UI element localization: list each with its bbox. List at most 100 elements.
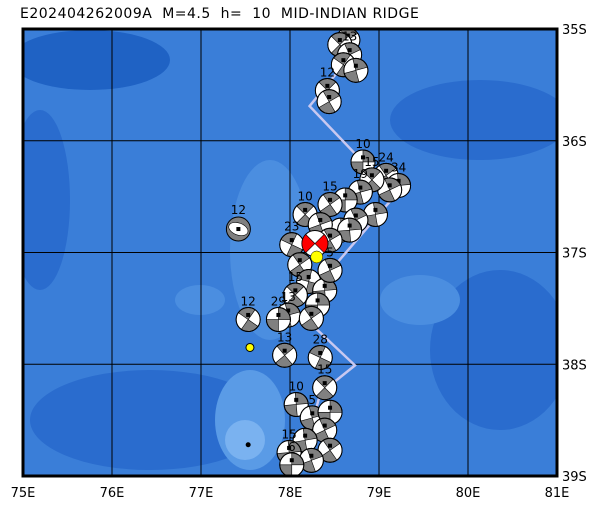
- depth-label: 5: [308, 393, 316, 407]
- t-axis-marker: [360, 155, 365, 160]
- depth-label: 29: [271, 295, 286, 309]
- mechanism-outline: [316, 89, 342, 115]
- depth-label: 15: [288, 270, 303, 284]
- focal-mechanism: [265, 307, 291, 333]
- depth-label: 15: [364, 155, 379, 169]
- focal-mechanism: [312, 417, 338, 443]
- t-axis-marker: [309, 453, 314, 458]
- t-axis-marker: [328, 197, 333, 202]
- t-axis-marker: [328, 263, 333, 268]
- t-axis-marker: [328, 233, 333, 238]
- t-axis-marker: [322, 381, 327, 386]
- lon-tick-label: 80E: [456, 486, 481, 501]
- depth-label: 28: [313, 333, 328, 347]
- depth-label: 13: [342, 30, 357, 44]
- focal-mechanism: [235, 307, 261, 333]
- focal-mechanism: [298, 305, 324, 331]
- mechanism-outline: [312, 375, 338, 401]
- t-axis-marker: [327, 95, 332, 100]
- depth-label: 15: [281, 428, 296, 442]
- depth-label: 14: [332, 20, 347, 34]
- lat-tick-label: 35S: [562, 23, 587, 38]
- depth-label: 13: [281, 290, 296, 304]
- t-axis-marker: [328, 443, 333, 448]
- focal-mechanism: [316, 89, 342, 115]
- map-title: E202404262009A M=4.5 h= 10 MID-INDIAN RI…: [20, 6, 420, 22]
- t-axis-marker: [289, 458, 294, 463]
- depth-label: 24: [378, 150, 393, 164]
- axis-labels: 75E 76E 77E 78E 79E 80E 81E 35S 36S 37S 38S 39S: [11, 23, 587, 501]
- t-axis-marker: [303, 207, 308, 212]
- t-axis-marker: [306, 274, 311, 279]
- mechanism-outline: [298, 305, 324, 331]
- t-axis-marker: [369, 173, 374, 178]
- focal-mechanism: [283, 391, 309, 417]
- t-axis-marker: [309, 311, 314, 316]
- depth-label: 12: [320, 65, 335, 79]
- t-axis-marker: [318, 217, 323, 222]
- focal-mechanism: [337, 217, 363, 243]
- mechanism-outline: [283, 391, 309, 417]
- t-axis-marker: [294, 397, 299, 402]
- t-axis-marker: [347, 223, 352, 228]
- focal-mechanism: [312, 375, 338, 401]
- lat-tick-label: 38S: [562, 358, 587, 373]
- focal-mechanism: [317, 191, 343, 217]
- depth-label: 15: [322, 179, 337, 193]
- mechanism-outline: [307, 345, 333, 371]
- t-axis-marker: [289, 238, 294, 243]
- t-axis-marker: [353, 63, 358, 68]
- t-axis-marker: [358, 185, 363, 190]
- t-axis-marker: [337, 38, 342, 43]
- depth-label: 34: [391, 160, 406, 174]
- focal-mechanism: [362, 202, 388, 228]
- t-axis-marker: [303, 433, 308, 438]
- t-axis-marker: [325, 83, 330, 88]
- depth-label: 10: [355, 137, 370, 151]
- depth-label: 6: [288, 440, 296, 454]
- t-axis-marker: [315, 298, 320, 303]
- focal-mechanism: [272, 342, 298, 368]
- t-axis-marker: [322, 423, 327, 428]
- t-axis-marker: [276, 312, 281, 317]
- t-axis-marker: [318, 350, 323, 355]
- lon-tick-label: 81E: [545, 486, 570, 501]
- t-axis-marker: [293, 288, 298, 293]
- depth-label: 10: [289, 379, 304, 393]
- t-axis-marker: [328, 405, 333, 410]
- lon-tick-label: 76E: [100, 486, 125, 501]
- lat-tick-label: 39S: [562, 470, 587, 485]
- t-axis-marker: [322, 283, 327, 288]
- lon-tick-label: 77E: [189, 486, 214, 501]
- t-axis-marker: [297, 258, 302, 263]
- main-event-mechanism: [301, 230, 329, 258]
- focal-mechanism: [279, 452, 305, 476]
- focal-mechanism: [317, 257, 343, 283]
- depth-label: 10: [297, 190, 312, 204]
- t-axis-marker: [287, 445, 292, 450]
- t-axis-marker: [384, 168, 389, 173]
- depth-label: 13: [277, 330, 292, 344]
- depth-label: 19: [353, 167, 368, 181]
- mechanism-outline: [337, 217, 363, 243]
- t-axis-marker: [347, 48, 352, 53]
- depth-label: 5: [326, 245, 334, 259]
- depth-label: 12: [241, 295, 256, 309]
- lat-tick-label: 36S: [562, 135, 587, 150]
- t-axis-marker: [310, 411, 315, 416]
- t-axis-marker: [236, 227, 241, 232]
- t-axis-marker: [373, 207, 378, 212]
- black-marker: [245, 442, 251, 448]
- focal-mechanism: [225, 216, 251, 242]
- t-axis-marker: [286, 308, 291, 313]
- focal-mechanism: [307, 345, 333, 371]
- t-axis-marker: [282, 348, 287, 353]
- t-axis-marker: [341, 58, 346, 63]
- lon-tick-label: 75E: [11, 486, 36, 501]
- t-axis-marker: [387, 183, 392, 188]
- lon-tick-label: 78E: [278, 486, 303, 501]
- mechanism-outline: [279, 452, 305, 476]
- focal-mechanism: [343, 57, 369, 83]
- depth-label: 12: [231, 203, 246, 217]
